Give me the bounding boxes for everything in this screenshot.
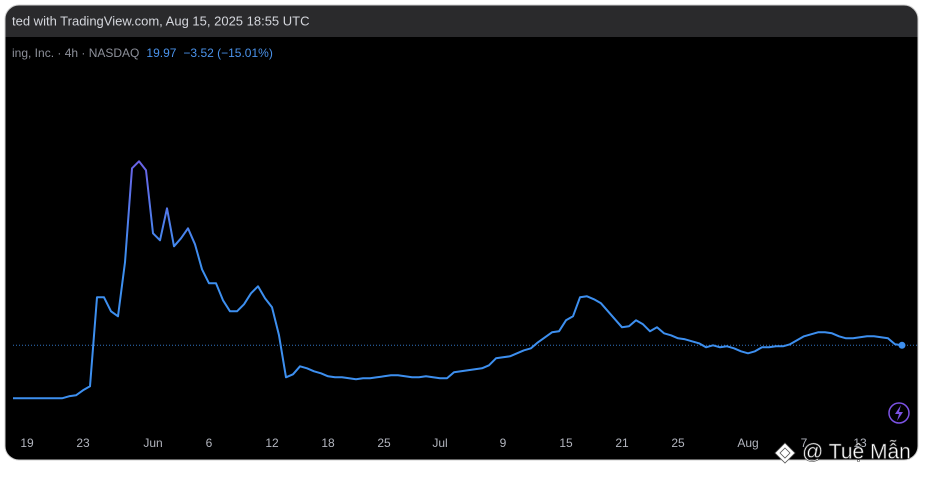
x-tick-label: Jun bbox=[143, 436, 162, 450]
x-tick-label: Jul bbox=[432, 436, 447, 450]
price-label: 19.97 bbox=[146, 46, 176, 60]
last-price-dot bbox=[898, 341, 906, 349]
x-tick-label: 6 bbox=[206, 436, 213, 450]
lightning-bolt bbox=[895, 405, 903, 421]
header-bar bbox=[5, 5, 918, 37]
price-line bbox=[13, 160, 903, 400]
watermark-group: @ Tuệ Mẫn bbox=[774, 440, 911, 464]
x-tick-label: 7 bbox=[801, 436, 808, 450]
change-label: −3.52 (−15.01%) bbox=[183, 46, 272, 60]
card-border bbox=[4, 4, 919, 461]
x-tick-label: 18 bbox=[321, 436, 335, 450]
watermark-icon bbox=[774, 442, 796, 464]
x-tick-label: 19 bbox=[20, 436, 34, 450]
card bbox=[5, 5, 918, 460]
plot: 19 23 Jun 6 12 18 25 Jul 9 15 21 25 Aug 7 13 bbox=[13, 160, 918, 450]
x-tick-label: Aug bbox=[737, 436, 758, 450]
symbol-label: ing, Inc. · 4h · NASDAQ bbox=[12, 46, 139, 60]
x-tick-label: 23 bbox=[76, 436, 90, 450]
header-text: ted with TradingView.com, Aug 15, 2025 1… bbox=[12, 13, 310, 28]
x-tick-label: 25 bbox=[671, 436, 685, 450]
x-tick-label: 13 bbox=[853, 436, 867, 450]
x-tick-label: 21 bbox=[615, 436, 629, 450]
lightning-icon[interactable] bbox=[888, 402, 910, 424]
x-tick-label: 9 bbox=[500, 436, 507, 450]
x-tick-label: 15 bbox=[559, 436, 573, 450]
x-tick-label: 12 bbox=[265, 436, 279, 450]
watermark: @ Tuệ Mẫn bbox=[802, 441, 911, 464]
x-tick-label: 25 bbox=[377, 436, 391, 450]
